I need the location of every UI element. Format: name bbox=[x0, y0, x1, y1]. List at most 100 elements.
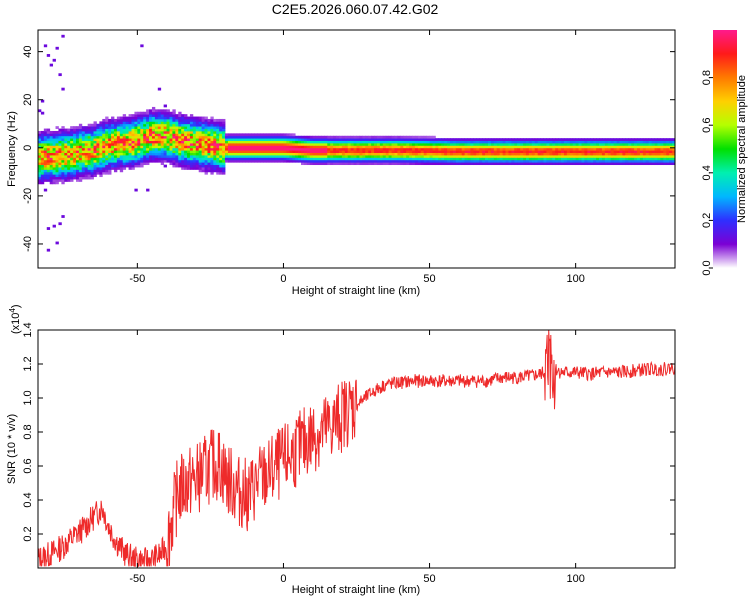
heatmap-cell bbox=[306, 145, 311, 149]
heatmap-cell bbox=[146, 150, 150, 153]
heatmap-cell bbox=[330, 138, 334, 141]
heatmap-cell bbox=[116, 162, 121, 166]
snr-y-tick-label: 0.6 bbox=[22, 458, 34, 473]
heatmap-cell bbox=[210, 135, 214, 139]
heatmap-cell bbox=[116, 126, 121, 129]
heatmap-cell bbox=[102, 150, 106, 153]
heatmap-cell bbox=[192, 121, 197, 125]
heatmap-cell bbox=[38, 150, 42, 153]
heatmap-cell bbox=[175, 121, 179, 125]
heatmap-cell bbox=[140, 150, 144, 153]
heatmap-cell bbox=[327, 147, 331, 151]
heatmap-cell bbox=[406, 155, 410, 158]
heatmap-cell bbox=[137, 140, 141, 144]
heatmap-cell bbox=[149, 114, 153, 117]
heatmap-cell bbox=[189, 116, 194, 120]
heatmap-cell bbox=[499, 147, 503, 151]
heatmap-cell bbox=[38, 179, 42, 182]
heatmap-cell bbox=[122, 162, 127, 166]
heatmap-cell bbox=[376, 162, 381, 166]
heatmap-cell bbox=[400, 145, 404, 149]
heatmap-cell bbox=[40, 164, 45, 168]
heatmap-cell bbox=[210, 130, 214, 134]
heatmap-cell bbox=[376, 159, 381, 163]
heatmap-cell bbox=[134, 159, 138, 163]
heatmap-cell bbox=[143, 152, 147, 156]
heatmap-cell bbox=[298, 147, 302, 151]
heatmap-cell bbox=[105, 138, 109, 141]
heatmap-cell bbox=[67, 140, 71, 144]
heatmap-cell bbox=[654, 150, 658, 153]
heatmap-cell bbox=[569, 152, 574, 156]
heatmap-cell bbox=[184, 133, 188, 137]
heatmap-cell bbox=[111, 116, 115, 120]
heatmap-cell bbox=[414, 155, 419, 158]
heatmap-cell bbox=[277, 155, 281, 158]
heatmap-cell bbox=[324, 135, 328, 139]
heatmap-cell bbox=[146, 133, 150, 137]
heatmap-cell bbox=[263, 142, 267, 146]
heatmap-cell bbox=[219, 118, 223, 122]
heatmap-cell bbox=[403, 159, 407, 163]
heatmap-cell bbox=[525, 147, 530, 151]
heatmap-cell bbox=[46, 138, 51, 141]
heatmap-cell bbox=[143, 123, 147, 127]
heatmap-cell bbox=[151, 150, 156, 153]
heatmap-cell bbox=[149, 126, 153, 129]
heatmap-cell bbox=[49, 164, 54, 168]
heatmap-cell bbox=[283, 135, 287, 139]
heatmap-cell bbox=[362, 145, 366, 149]
heatmap-cell bbox=[271, 133, 276, 137]
heatmap-cell bbox=[195, 121, 200, 125]
heatmap-cell bbox=[75, 128, 80, 132]
heatmap-cell bbox=[479, 162, 483, 166]
heatmap-cell bbox=[657, 157, 661, 161]
heatmap-cell bbox=[119, 155, 124, 158]
heatmap-cell bbox=[458, 140, 463, 144]
heatmap-cell bbox=[528, 152, 533, 156]
heatmap-cell bbox=[353, 159, 357, 163]
heatmap-cell bbox=[166, 159, 170, 163]
heatmap-cell bbox=[175, 114, 179, 117]
heatmap-cell bbox=[499, 162, 503, 166]
heatmap-cell bbox=[222, 133, 226, 137]
heatmap-cell bbox=[485, 140, 489, 144]
heatmap-cell bbox=[84, 176, 89, 180]
heatmap-cell bbox=[140, 155, 144, 158]
heatmap-cell bbox=[531, 155, 536, 158]
heatmap-cell bbox=[344, 152, 349, 156]
heatmap-cell bbox=[350, 157, 354, 161]
heatmap-cell bbox=[303, 135, 308, 139]
heatmap-cell bbox=[146, 135, 150, 139]
heatmap-cell bbox=[149, 109, 153, 113]
heatmap-cell bbox=[426, 138, 430, 141]
heatmap-cell bbox=[38, 145, 42, 149]
heatmap-cell bbox=[315, 138, 319, 141]
heatmap-cell bbox=[140, 44, 144, 48]
heatmap-cell bbox=[493, 147, 498, 151]
heatmap-cell bbox=[388, 142, 392, 146]
heatmap-cell bbox=[374, 140, 378, 144]
heatmap-cell bbox=[450, 145, 454, 149]
heatmap-cell bbox=[52, 179, 56, 182]
heatmap-cell bbox=[356, 142, 360, 146]
heatmap-cell bbox=[642, 145, 647, 149]
heatmap-cell bbox=[397, 152, 401, 156]
heatmap-cell bbox=[543, 157, 547, 161]
heatmap-cell bbox=[572, 152, 577, 156]
heatmap-cell bbox=[487, 140, 492, 144]
heatmap-cell bbox=[520, 145, 524, 149]
heatmap-cell bbox=[537, 152, 541, 156]
heatmap-cell bbox=[265, 159, 270, 163]
heatmap-cell bbox=[645, 150, 650, 153]
heatmap-cell bbox=[385, 142, 390, 146]
heatmap-cell bbox=[429, 135, 433, 139]
heatmap-cell bbox=[277, 145, 281, 149]
heatmap-cell bbox=[175, 157, 179, 161]
heatmap-cell bbox=[525, 142, 530, 146]
heatmap-cell bbox=[160, 138, 165, 141]
heatmap-cell bbox=[131, 114, 135, 117]
heatmap-cell bbox=[143, 130, 147, 134]
heatmap-cell bbox=[487, 147, 492, 151]
heatmap-cell bbox=[236, 145, 241, 149]
